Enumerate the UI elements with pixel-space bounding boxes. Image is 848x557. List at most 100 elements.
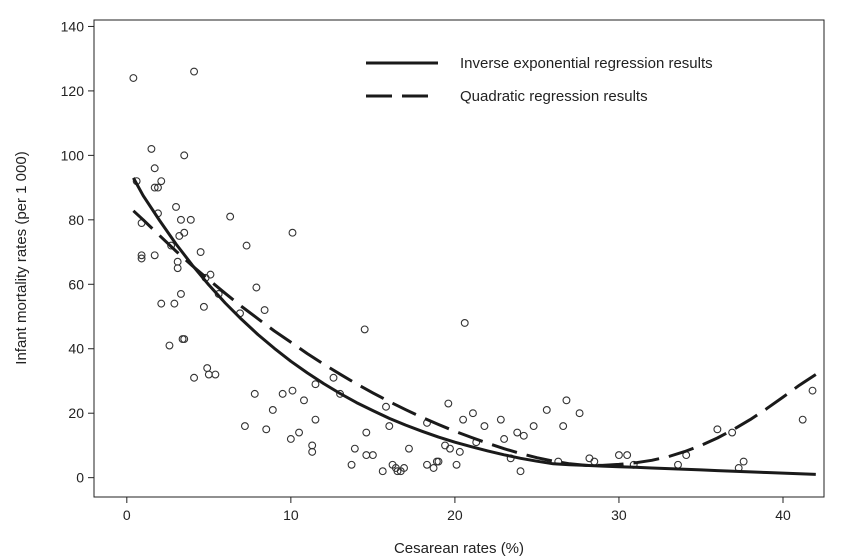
- data-point: [176, 215, 185, 224]
- data-point: [226, 212, 235, 221]
- data-point: [260, 306, 269, 315]
- scatter-points: [129, 67, 817, 476]
- data-point: [441, 441, 450, 450]
- y-tick-label: 140: [61, 18, 85, 34]
- data-point: [559, 422, 568, 431]
- data-point: [429, 464, 438, 472]
- data-point: [542, 406, 551, 414]
- data-point: [614, 451, 623, 460]
- data-point: [262, 425, 271, 434]
- data-point: [385, 422, 394, 431]
- data-point: [393, 467, 402, 476]
- data-point: [190, 373, 199, 382]
- data-point: [180, 151, 189, 160]
- quadratic-line: [132, 209, 817, 467]
- data-point: [150, 251, 159, 260]
- data-point: [308, 447, 317, 456]
- data-point: [173, 257, 182, 266]
- data-point: [175, 231, 184, 240]
- data-point: [172, 202, 180, 211]
- data-point: [400, 464, 408, 472]
- data-point: [137, 251, 146, 260]
- data-point: [157, 299, 166, 308]
- data-point: [329, 373, 338, 382]
- data-point: [713, 425, 722, 434]
- y-axis-title: Infant mortality rates (per 1 000): [13, 151, 30, 364]
- data-point: [496, 415, 505, 424]
- plot-frame: [93, 19, 825, 498]
- data-point: [170, 299, 179, 308]
- data-point: [199, 302, 208, 311]
- y-tick-label: 0: [76, 470, 84, 486]
- data-point: [590, 457, 599, 466]
- data-point: [165, 341, 174, 350]
- data-point: [206, 270, 215, 279]
- data-point: [347, 460, 356, 469]
- data-point: [300, 396, 308, 405]
- inverse-exponential-line: [132, 177, 816, 476]
- data-point: [468, 409, 477, 418]
- data-point: [562, 396, 571, 405]
- data-point: [311, 415, 320, 424]
- data-point: [360, 325, 369, 334]
- data-point: [460, 319, 469, 327]
- data-point: [434, 457, 443, 466]
- data-point: [480, 422, 489, 431]
- data-point: [585, 454, 594, 463]
- data-point: [362, 428, 371, 437]
- data-point: [674, 460, 682, 469]
- data-point: [455, 447, 464, 456]
- data-point: [150, 183, 159, 192]
- data-point: [150, 164, 159, 173]
- legend-label: Quadratic regression results: [460, 88, 648, 105]
- data-point: [423, 460, 431, 469]
- data-point: [190, 67, 199, 76]
- data-point: [178, 335, 187, 344]
- data-point: [362, 451, 371, 460]
- data-point: [308, 441, 317, 450]
- y-tick-label: 100: [61, 147, 85, 163]
- data-point: [147, 144, 156, 153]
- legend: Inverse exponential regression results Qu…: [366, 55, 713, 105]
- data-point: [250, 389, 259, 398]
- data-point: [516, 467, 525, 476]
- data-point: [444, 399, 453, 408]
- x-tick-label: 30: [611, 507, 627, 523]
- y-tick-label: 20: [68, 405, 84, 421]
- data-point: [278, 389, 287, 398]
- regression-lines: [132, 177, 817, 476]
- data-point: [167, 241, 176, 250]
- x-tick-label: 20: [447, 507, 463, 523]
- data-point: [268, 406, 277, 414]
- data-point: [180, 228, 189, 237]
- x-axis-title: Cesarean rates (%): [394, 540, 524, 557]
- data-point: [186, 215, 195, 224]
- data-point: [459, 415, 468, 424]
- data-point: [575, 409, 584, 418]
- legend-label: Inverse exponential regression results: [460, 55, 713, 72]
- data-point: [176, 290, 185, 298]
- x-tick-label: 10: [283, 507, 299, 523]
- data-point: [382, 402, 390, 411]
- y-tick-label: 60: [68, 276, 84, 292]
- data-point: [157, 177, 166, 186]
- x-tick-label: 40: [775, 507, 791, 523]
- data-point: [288, 228, 297, 237]
- data-point: [350, 444, 359, 453]
- data-point: [378, 467, 387, 476]
- data-point: [196, 248, 205, 257]
- x-tick-label: 0: [123, 507, 131, 523]
- y-tick-label: 40: [68, 341, 84, 357]
- data-point: [204, 370, 213, 379]
- data-point: [129, 74, 138, 82]
- data-point: [295, 428, 304, 437]
- data-point: [739, 457, 748, 466]
- data-point: [252, 283, 261, 292]
- data-point: [452, 460, 461, 469]
- data-point: [513, 428, 522, 437]
- data-point: [311, 380, 320, 389]
- data-point: [798, 415, 807, 424]
- data-point: [240, 422, 249, 431]
- data-point: [519, 431, 528, 440]
